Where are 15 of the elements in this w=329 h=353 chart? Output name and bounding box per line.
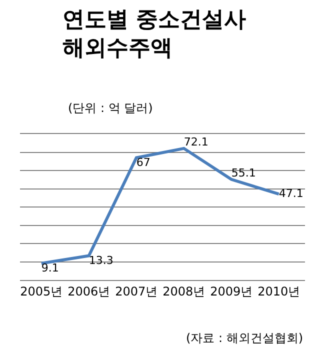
chart-title: 연도별 중소건설사 해외수주액	[62, 7, 246, 61]
data-label: 9.1	[41, 262, 59, 275]
x-tick-label: 2010년	[258, 284, 300, 298]
data-label: 13.3	[88, 254, 114, 267]
chart-subtitle: (단위 : 억 달러)	[68, 101, 153, 115]
x-tick-label: 2006년	[68, 284, 110, 298]
x-tick-label: 2007년	[115, 284, 158, 298]
x-tick-label: 2008년	[162, 284, 206, 298]
text: (자료 : 해외건설협회)	[186, 331, 304, 345]
data-label: 47.1	[278, 186, 304, 200]
data-label: 72.1	[184, 136, 208, 149]
x-tick-label: 2005년	[20, 284, 63, 298]
data-label: 67	[136, 156, 150, 169]
x-tick-label: 2009년	[210, 284, 253, 298]
data-label: 55.1	[231, 166, 256, 180]
